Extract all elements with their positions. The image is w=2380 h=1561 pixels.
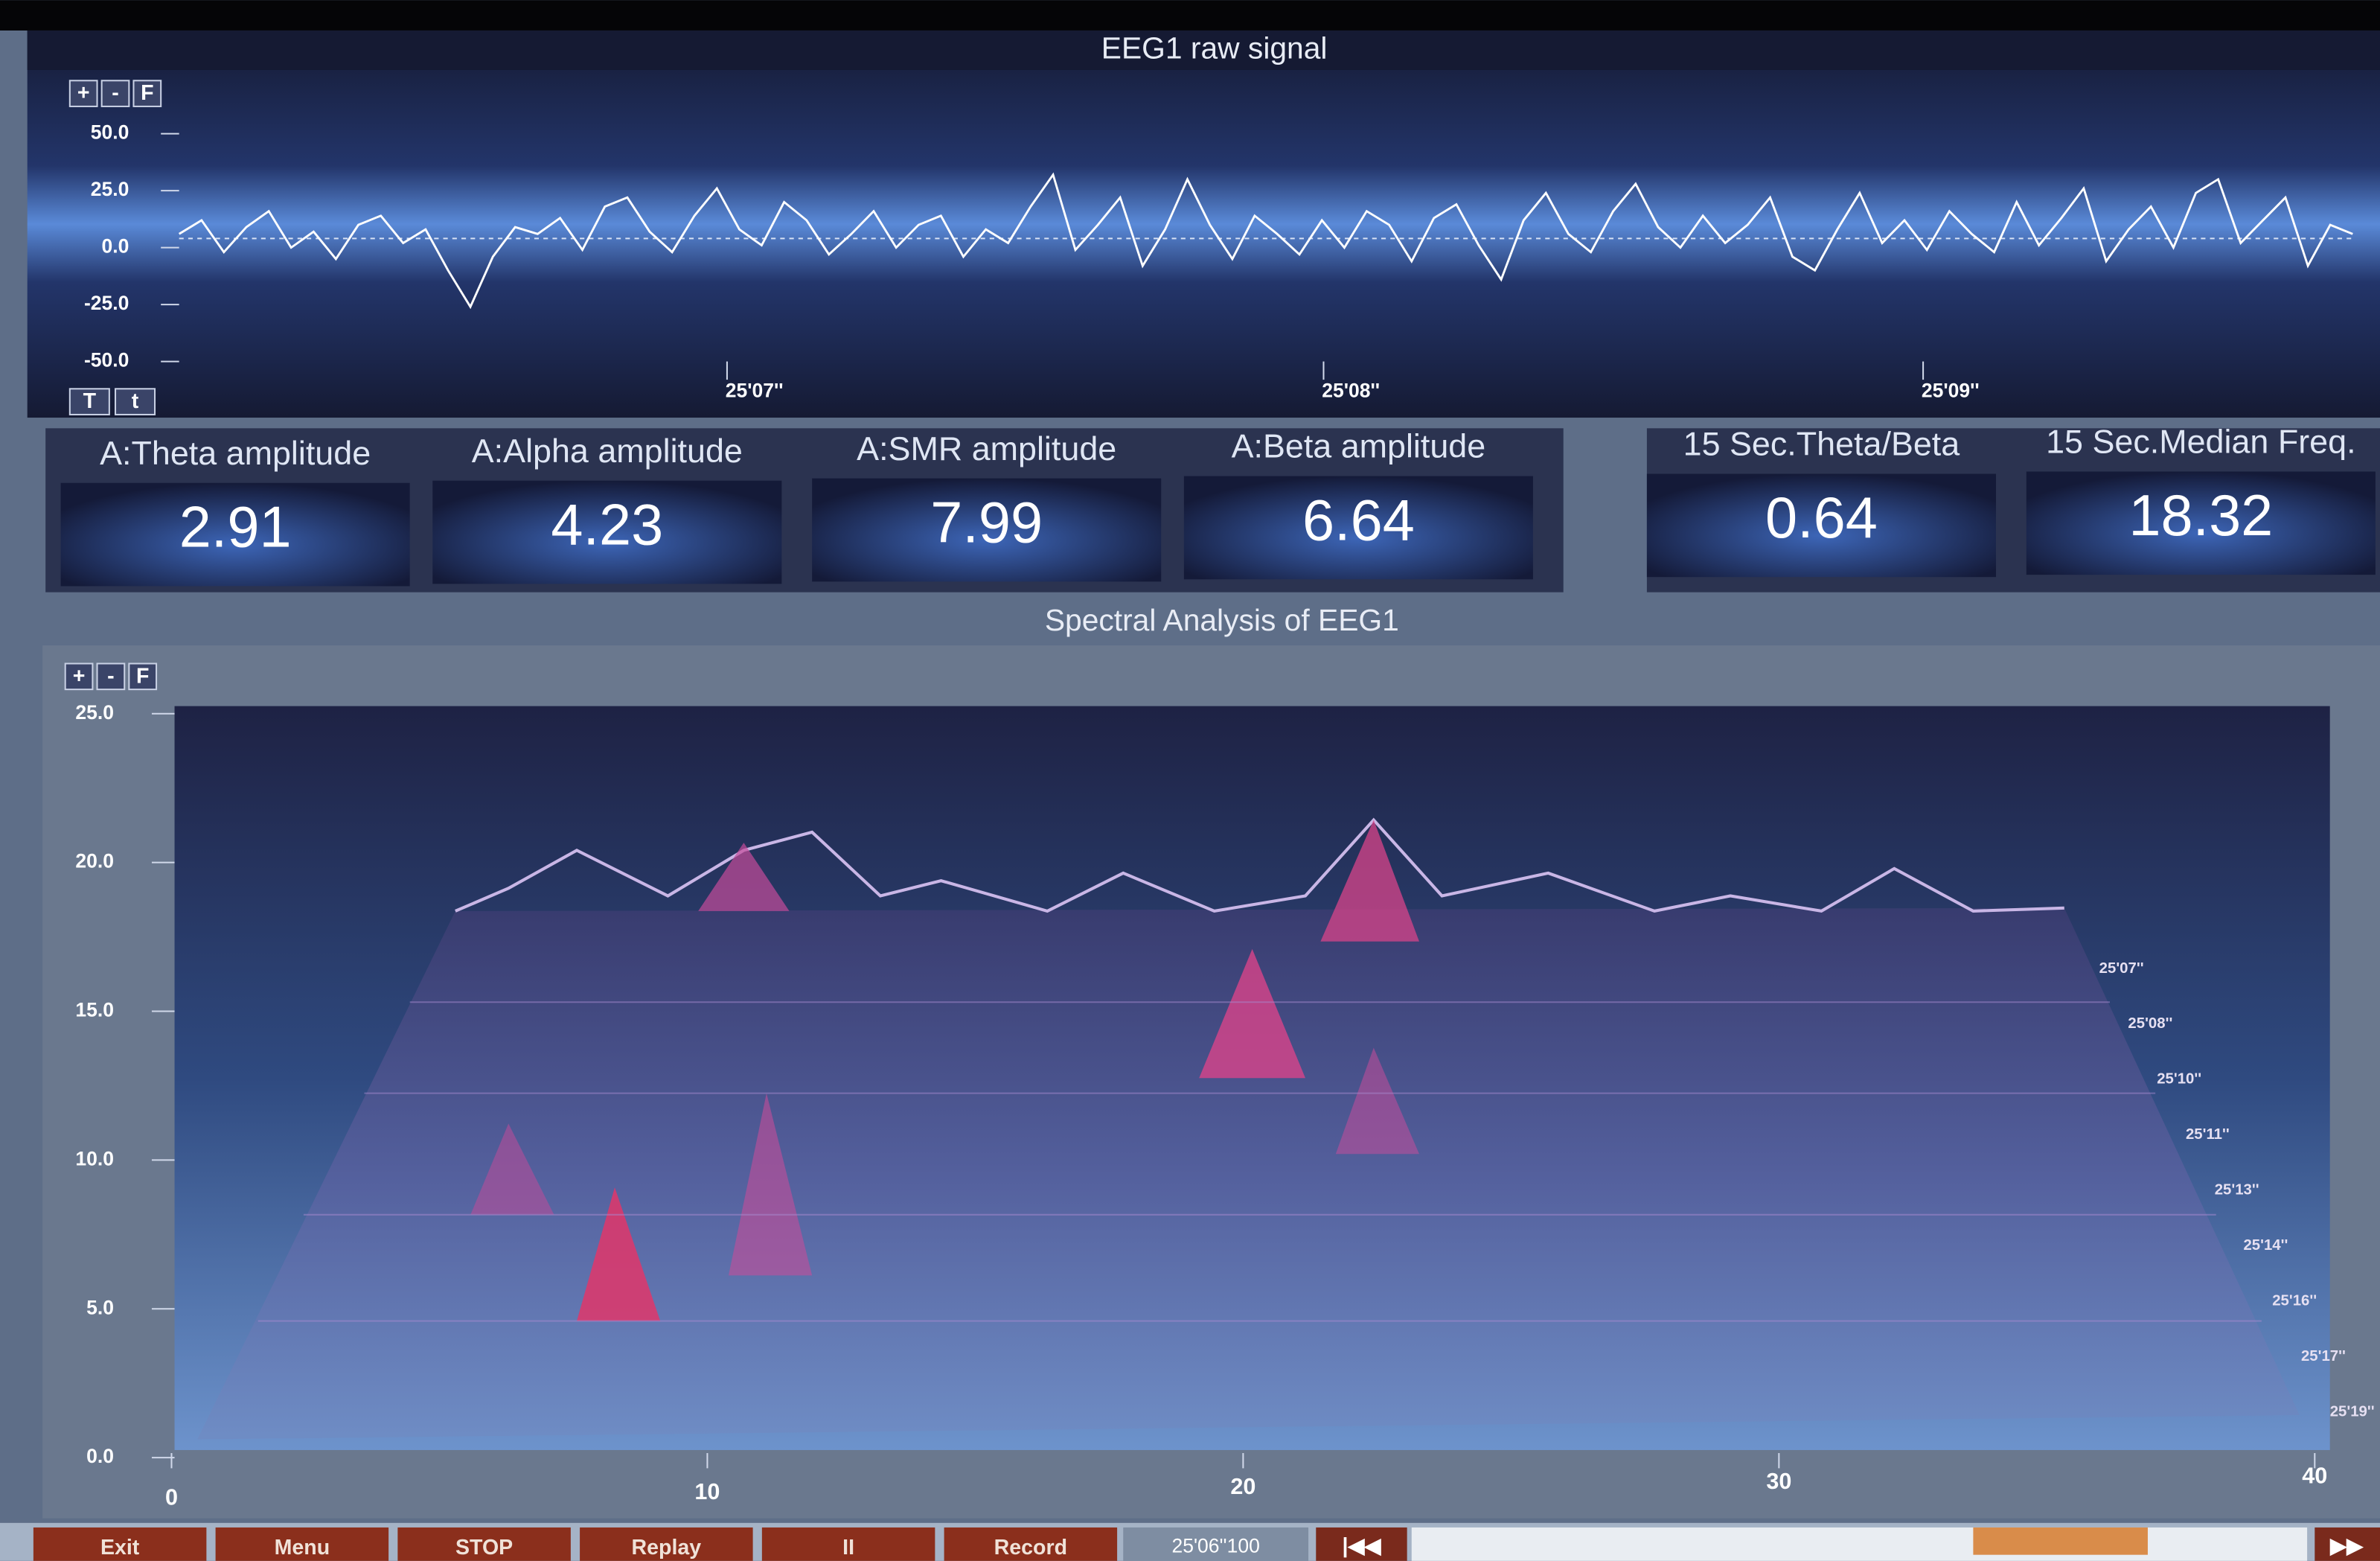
- zoom-button-label: F: [136, 664, 149, 688]
- time-label: 25'10'': [2157, 1071, 2201, 1088]
- metric-label: 15 Sec.Theta/Beta: [1683, 425, 1960, 463]
- y-tick-label: 10.0: [75, 1147, 114, 1169]
- time-label: 25'08'': [2128, 1015, 2172, 1032]
- toolbar-button-label: II: [842, 1536, 854, 1560]
- toolbar-button-label: STOP: [455, 1536, 513, 1560]
- rewind-icon: |◀◀: [1343, 1534, 1382, 1558]
- x-tick-label: 25'09'': [1922, 379, 1980, 401]
- zoom-button-label: T: [83, 389, 97, 413]
- y-tick-label: 20.0: [75, 850, 114, 872]
- metric-label: A:Theta amplitude: [100, 434, 371, 472]
- x-tick-label: 30: [1766, 1469, 1791, 1494]
- zoom-button-label: -: [112, 81, 119, 105]
- y-tick-label: 25.0: [75, 701, 114, 724]
- toolbar-button-label: Menu: [275, 1536, 330, 1560]
- x-tick-label: 0: [165, 1484, 178, 1510]
- metric-value: 18.32: [2128, 484, 2273, 548]
- top-bar: [0, 0, 2380, 31]
- time-display-label: 25'06''100: [1171, 1534, 1259, 1557]
- metric-value: 0.64: [1765, 486, 1878, 550]
- metric-label: A:SMR amplitude: [857, 430, 1116, 467]
- metric-value: 4.23: [551, 493, 663, 557]
- metric-value: 7.99: [930, 491, 1043, 555]
- y-tick-label: 25.0: [91, 178, 129, 200]
- time-label: 25'11'': [2186, 1126, 2230, 1143]
- metric-value: 2.91: [179, 495, 292, 559]
- page: { "raw_signal": { "title": "EEG1 raw sig…: [0, 0, 2380, 1561]
- x-tick-label: 25'08'': [1322, 379, 1380, 401]
- time-label: 25'13'': [2215, 1182, 2259, 1198]
- zoom-button-label: +: [73, 664, 86, 688]
- x-tick-label: 10: [694, 1479, 720, 1504]
- time-label: 25'07'': [2099, 960, 2144, 977]
- y-tick-label: 15.0: [75, 999, 114, 1021]
- metric-label: 15 Sec.Median Freq.: [2046, 423, 2355, 461]
- y-tick-label: -50.0: [84, 349, 129, 371]
- time-label: 25'14'': [2243, 1237, 2288, 1254]
- time-label: 25'17'': [2301, 1348, 2346, 1364]
- time-label: 25'16'': [2272, 1292, 2317, 1309]
- toolbar-button-label: Record: [994, 1536, 1067, 1560]
- toolbar-button-label: Exit: [100, 1536, 140, 1560]
- metric-label: A:Beta amplitude: [1232, 427, 1486, 465]
- raw-title: EEG1 raw signal: [1101, 31, 1328, 65]
- forward-icon: ▶▶: [2329, 1534, 2364, 1558]
- y-tick-label: 5.0: [86, 1296, 114, 1318]
- zoom-button-label: t: [132, 389, 139, 413]
- y-tick-label: 0.0: [102, 235, 129, 258]
- y-tick-label: -25.0: [84, 292, 129, 314]
- y-tick-label: 0.0: [86, 1445, 114, 1467]
- x-tick-label: 40: [2302, 1463, 2327, 1489]
- spectral-surface: [197, 820, 2300, 1440]
- zoom-button-label: -: [107, 664, 115, 688]
- toolbar-button-label: Replay: [632, 1536, 702, 1560]
- zoom-button-label: F: [141, 81, 153, 105]
- y-tick-label: 50.0: [91, 121, 129, 144]
- metric-label: A:Alpha amplitude: [472, 432, 743, 470]
- spectral-title: Spectral Analysis of EEG1: [1045, 603, 1399, 637]
- time-label: 25'19'': [2330, 1403, 2375, 1420]
- metric-value: 6.64: [1302, 488, 1415, 552]
- x-tick-label: 20: [1230, 1474, 1255, 1499]
- timeline-slider[interactable]: [1412, 1528, 2307, 1561]
- x-tick-label: 25'07'': [726, 379, 784, 401]
- eeg-screen: EEG1 raw signal Spectral Analysis of EEG…: [0, 0, 2380, 1561]
- zoom-button-label: +: [77, 81, 90, 105]
- slider-thumb[interactable]: [1973, 1528, 2148, 1555]
